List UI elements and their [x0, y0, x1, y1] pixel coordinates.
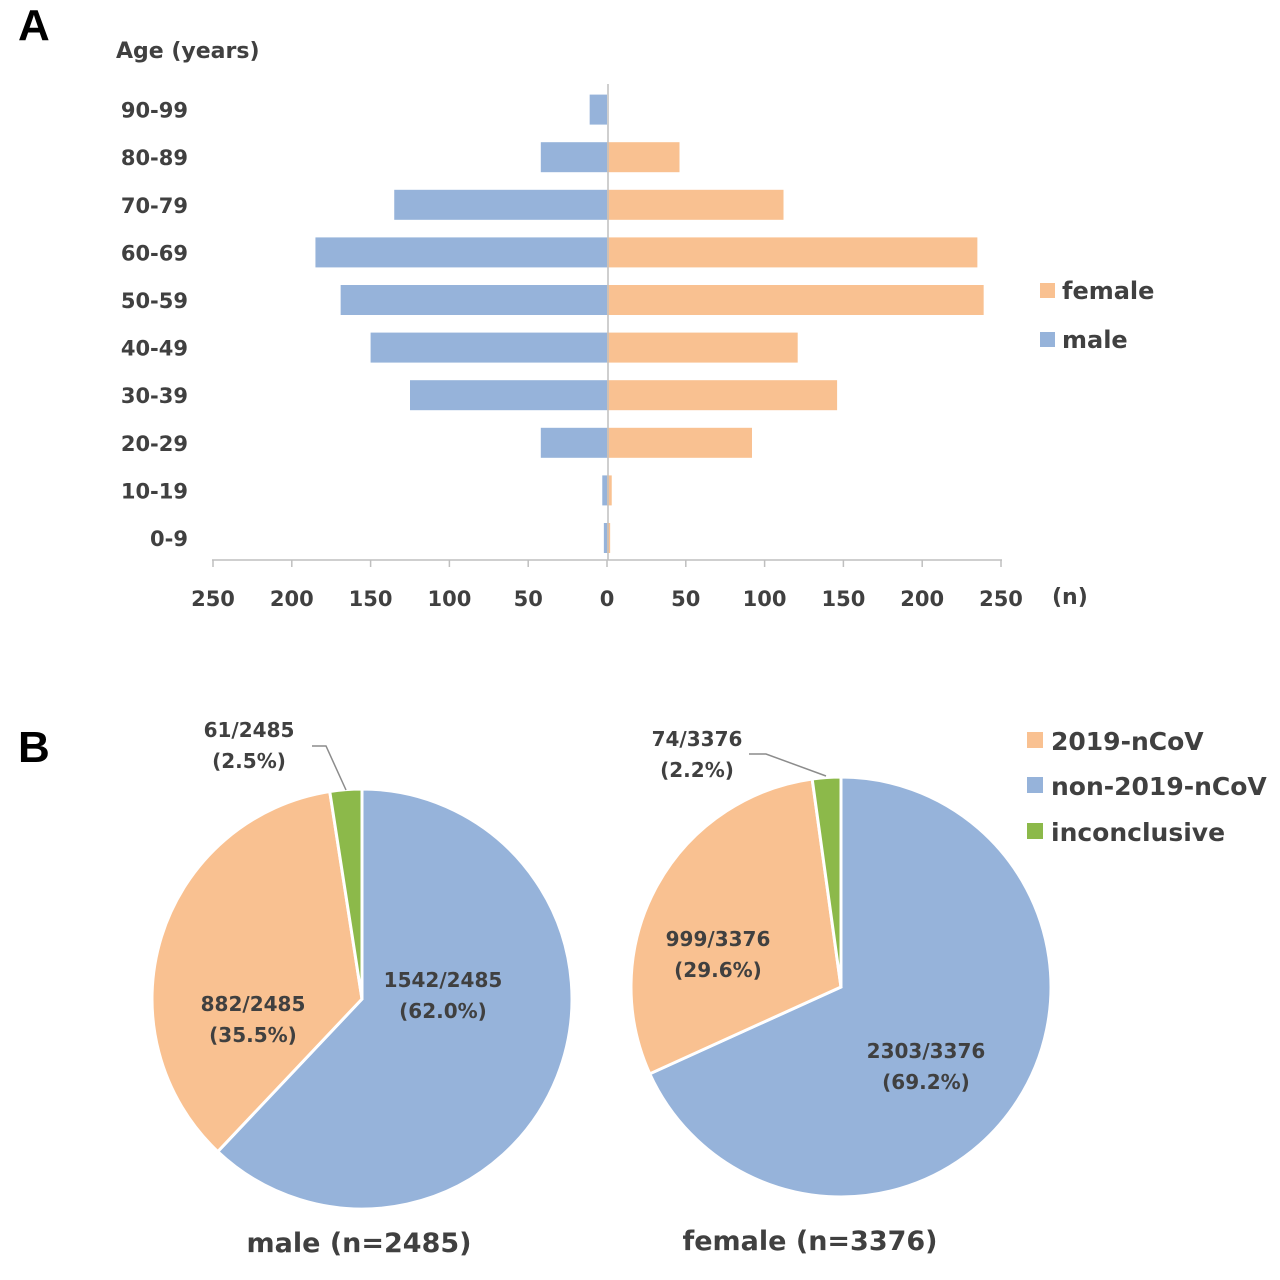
legend-swatch-male — [1040, 332, 1055, 347]
legend-swatch-inconclusive — [1027, 823, 1043, 839]
bar-male-20-29 — [540, 427, 607, 458]
slice-percent-inconclusive: (2.2%) — [660, 758, 734, 782]
slice-label-non-2019-nCoV: 1542/2485 — [384, 968, 503, 992]
bars-group — [315, 94, 984, 553]
x-tick-label: 100 — [743, 587, 787, 611]
panel-letter-b: B — [18, 723, 50, 772]
bar-female-50-59 — [607, 285, 984, 315]
legend-swatch-non-2019-nCoV — [1027, 777, 1043, 793]
y-tick-label: 20-29 — [121, 432, 188, 456]
legend-swatch-female — [1040, 283, 1055, 298]
pie-slice-2019-nCoV — [629, 777, 843, 1076]
bar-female-30-39 — [607, 380, 838, 411]
x-axis-unit: (n) — [1052, 585, 1088, 610]
x-tick-label: 50 — [514, 587, 543, 611]
y-tick-label: 90-99 — [121, 99, 188, 123]
pie-chart-female: 2303/3376 (69.2%) 999/3376 (29.6%) 74/3376 (2… — [629, 727, 1053, 1199]
bar-female-60-69 — [607, 237, 978, 268]
bar-male-80-89 — [540, 142, 607, 173]
x-tick-label: 250 — [191, 587, 235, 611]
bar-female-10-19 — [607, 475, 612, 506]
x-tick-label: 200 — [900, 587, 944, 611]
legend-label-inconclusive: inconclusive — [1051, 818, 1225, 847]
legend-label-non-2019-nCoV: non-2019-nCoV — [1051, 772, 1267, 801]
legend-a: female male — [1040, 277, 1154, 354]
slice-label-2019-nCoV: 882/2485 — [201, 992, 306, 1016]
callout-line — [749, 753, 827, 777]
y-tick-label: 70-79 — [121, 194, 188, 218]
y-tick-label: 80-89 — [121, 146, 188, 170]
legend-b: 2019-nCoV non-2019-nCoV inconclusive — [1027, 727, 1267, 847]
legend-label-female: female — [1062, 277, 1154, 305]
x-tick-label: 250 — [979, 587, 1023, 611]
bar-male-40-49 — [370, 332, 607, 363]
slice-label-2019-nCoV: 999/3376 — [666, 927, 771, 951]
pie-chart-male: 1542/2485 (62.0%) 882/2485 (35.5%) 61/2485 (2… — [150, 718, 574, 1211]
bar-male-70-79 — [394, 189, 607, 220]
x-tick-label: 50 — [671, 587, 700, 611]
y-tick-label: 40-49 — [121, 337, 188, 361]
bar-male-50-59 — [340, 285, 607, 315]
bar-female-70-79 — [607, 189, 784, 220]
pie-charts: 1542/2485 (62.0%) 882/2485 (35.5%) 61/2485 (2… — [150, 718, 1267, 1259]
y-tick-label: 60-69 — [121, 241, 188, 265]
y-tick-label: 50-59 — [121, 289, 188, 313]
bar-female-40-49 — [607, 332, 798, 363]
slice-percent-2019-nCoV: (29.6%) — [674, 958, 762, 982]
callout-line — [312, 745, 347, 791]
bar-female-20-29 — [607, 427, 752, 458]
bar-male-60-69 — [315, 237, 607, 268]
y-tick-label: 0-9 — [150, 527, 188, 551]
pie-title-male: male (n=2485) — [247, 1228, 472, 1259]
pie-title-female: female (n=3376) — [682, 1226, 937, 1257]
bar-male-0-9 — [603, 523, 607, 553]
bar-female-80-89 — [607, 142, 680, 173]
slice-label-inconclusive: 61/2485 — [204, 718, 295, 742]
pie-slice-non-2019-nCoV — [215, 787, 574, 1211]
pie-slice-2019-nCoV — [150, 789, 364, 1154]
y-axis-title: Age (years) — [116, 39, 260, 64]
bar-male-30-39 — [410, 380, 607, 411]
y-tick-label: 10-19 — [121, 479, 188, 503]
legend-label-male: male — [1062, 326, 1128, 354]
bar-male-90-99 — [589, 94, 607, 125]
x-tick-label: 150 — [821, 587, 865, 611]
legend-label-2019-nCoV: 2019-nCoV — [1051, 727, 1204, 756]
bar-male-10-19 — [602, 475, 607, 506]
x-tick-label: 200 — [270, 587, 314, 611]
pie-slice-non-2019-nCoV — [647, 775, 1053, 1199]
x-tick-label: 150 — [349, 587, 393, 611]
age-sex-pyramid-chart: Age (years) (n) 0-9 10-19 20-29 30-39 40-49 5… — [116, 39, 1154, 611]
slice-percent-non-2019-nCoV: (62.0%) — [399, 999, 487, 1023]
slice-label-inconclusive: 74/3376 — [652, 727, 743, 751]
legend-swatch-2019-nCoV — [1027, 732, 1043, 748]
panel-letter-a: A — [18, 1, 50, 50]
pie-slice-inconclusive — [810, 775, 843, 988]
slice-percent-inconclusive: (2.5%) — [212, 749, 286, 773]
x-tick-label: 0 — [600, 587, 615, 611]
slice-percent-non-2019-nCoV: (69.2%) — [882, 1070, 970, 1094]
x-tick-label: 100 — [427, 587, 471, 611]
y-tick-label: 30-39 — [121, 384, 188, 408]
axes-group: 0-9 10-19 20-29 30-39 40-49 50-59 60-69 70-79 80… — [121, 84, 1023, 611]
slice-percent-2019-nCoV: (35.5%) — [209, 1023, 297, 1047]
slice-label-non-2019-nCoV: 2303/3376 — [867, 1039, 986, 1063]
